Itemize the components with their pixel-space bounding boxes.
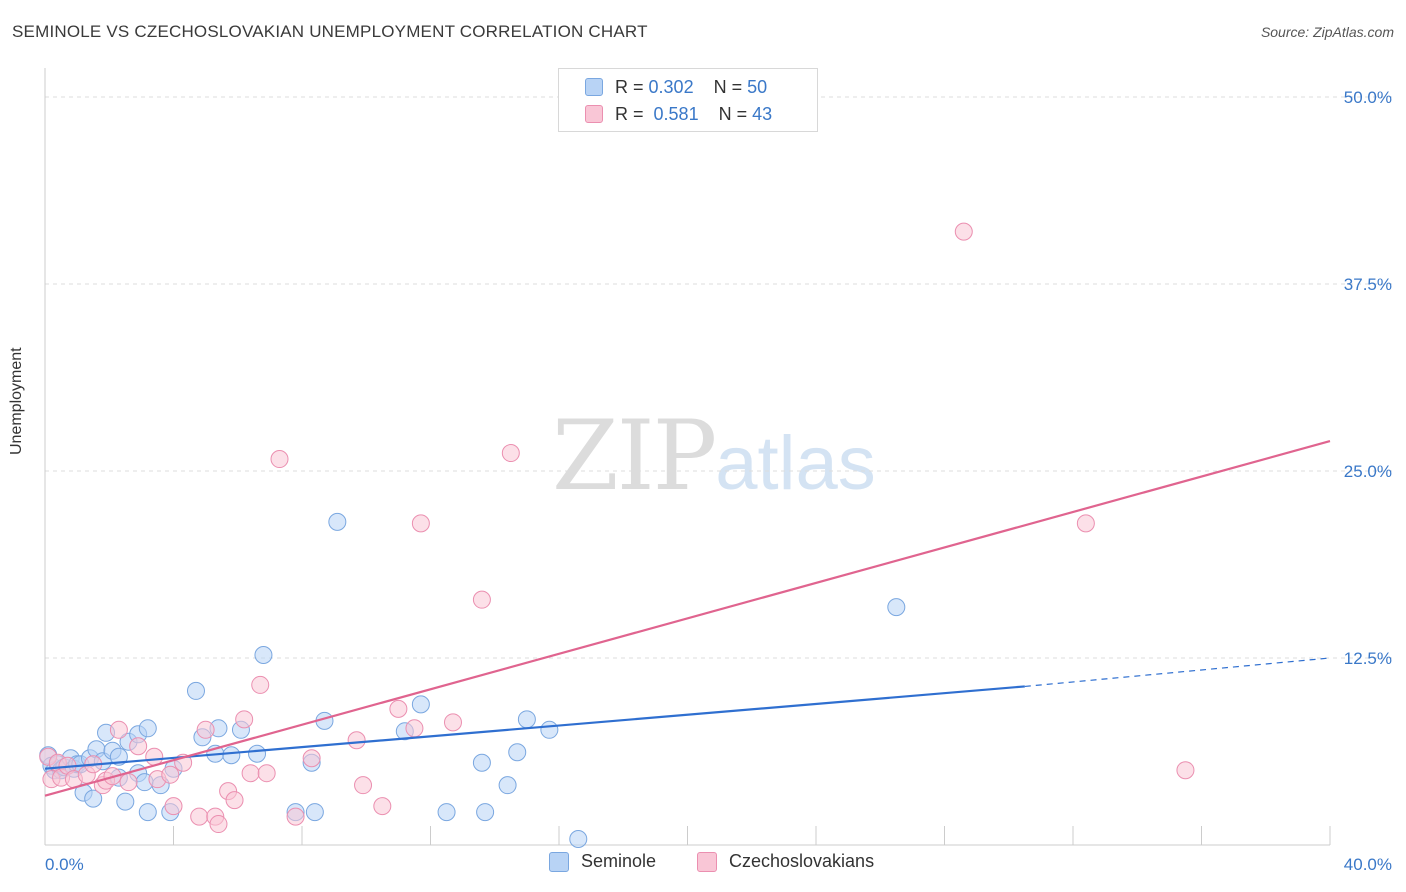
y-tick-label: 12.5% (1344, 649, 1392, 668)
czech-point (1076, 514, 1095, 533)
seminole-point (116, 792, 135, 811)
watermark-zip: ZIP (552, 400, 717, 512)
czech-trend-line (44, 440, 1331, 797)
seminole-point (472, 753, 491, 772)
czech-point (164, 797, 183, 816)
seminole-trend-extension (1024, 657, 1331, 688)
czech-point (145, 747, 164, 766)
seminole-point (138, 719, 157, 738)
seminole-point (887, 598, 906, 617)
y-tick-label: 25.0% (1344, 462, 1392, 481)
y-tick-label: 37.5% (1344, 275, 1392, 294)
seminole-point (411, 695, 430, 714)
czech-point (347, 731, 366, 750)
czech-n-value: 43 (752, 103, 773, 124)
seminole-point (437, 803, 456, 822)
seminole-point (305, 803, 324, 822)
czech-legend-swatch (697, 851, 717, 872)
legend-item-czechoslovakians[interactable]: Czechoslovakians (697, 851, 874, 872)
czech-point (501, 444, 520, 463)
seminole-legend-label: Seminole (581, 851, 657, 871)
czech-point (411, 514, 430, 533)
seminole-point (222, 746, 241, 765)
legend-series: Seminole Czechoslovakians (0, 851, 1406, 877)
legend-stats: R = 0.302 N = 50 R = 0.581 N = 43 (558, 68, 818, 132)
czech-point (954, 222, 973, 241)
czech-point (302, 749, 321, 768)
czech-point (251, 675, 270, 694)
czech-point (235, 710, 254, 729)
czech-point (373, 797, 392, 816)
seminole-point (109, 747, 128, 766)
chart-source: Source: ZipAtlas.com (1260, 24, 1394, 40)
legend-row-czech: R = 0.581 N = 43 (585, 103, 772, 125)
czech-point (286, 807, 305, 826)
czech-point (472, 590, 491, 609)
chart-title: SEMINOLE VS CZECHOSLOVAKIAN UNEMPLOYMENT… (12, 22, 648, 41)
x-tick-label: 0.0% (45, 855, 84, 874)
watermark: ZIPatlas (552, 400, 876, 512)
seminole-point (254, 646, 273, 665)
czech-swatch (585, 105, 603, 123)
seminole-point (508, 743, 527, 762)
watermark-atlas: atlas (715, 421, 876, 506)
czech-point (129, 737, 148, 756)
seminole-point (138, 803, 157, 822)
legend-item-seminole[interactable]: Seminole (549, 851, 656, 872)
czech-point (196, 720, 215, 739)
y-tick-label: 50.0% (1344, 88, 1392, 107)
czech-point (354, 776, 373, 795)
czech-point (225, 791, 244, 810)
czech-point (1176, 761, 1195, 780)
seminole-legend-swatch (549, 851, 569, 872)
czech-point (270, 450, 289, 469)
czech-point (209, 815, 228, 834)
czech-r-value: 0.581 (653, 103, 699, 124)
seminole-point (569, 830, 588, 849)
seminole-point (328, 512, 347, 531)
czech-point (443, 713, 462, 732)
seminole-point (186, 681, 205, 700)
czech-r-label: R = (615, 103, 644, 124)
seminole-swatch (585, 78, 603, 96)
seminole-r-value: 0.302 (648, 76, 694, 97)
czech-point (109, 720, 128, 739)
seminole-n-value: 50 (747, 76, 768, 97)
seminole-n-label: N = (713, 76, 743, 97)
czech-point (241, 764, 260, 783)
seminole-point (540, 720, 559, 739)
czech-legend-label: Czechoslovakians (729, 851, 875, 871)
seminole-r-label: R = (615, 76, 644, 97)
legend-row-seminole: R = 0.302 N = 50 (585, 76, 767, 98)
czech-point (405, 719, 424, 738)
y-axis-label: Unemployment (8, 347, 25, 455)
czech-point (119, 773, 138, 792)
seminole-point (476, 803, 495, 822)
seminole-point (248, 744, 267, 763)
x-tick-label: 40.0% (1344, 855, 1392, 874)
czech-point (389, 699, 408, 718)
czech-point (190, 807, 209, 826)
czech-point (161, 765, 180, 784)
seminole-point (498, 776, 517, 795)
czech-point (257, 764, 276, 783)
seminole-trend-line (44, 685, 1025, 770)
czech-n-label: N = (718, 103, 748, 124)
seminole-point (84, 789, 103, 808)
seminole-point (517, 710, 536, 729)
